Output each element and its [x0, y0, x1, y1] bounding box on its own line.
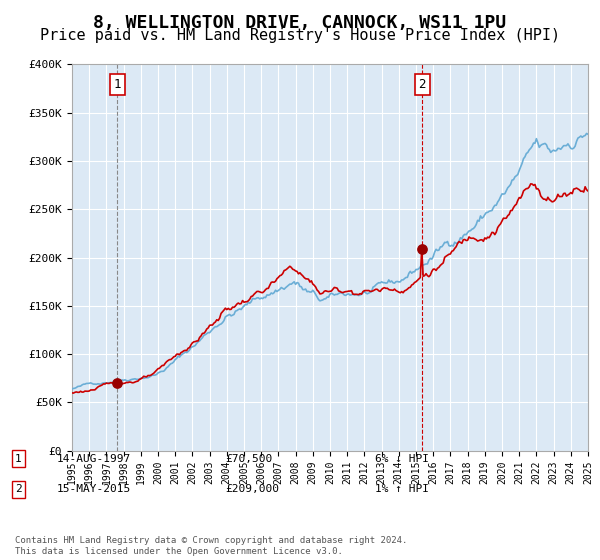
Text: £70,500: £70,500: [225, 454, 272, 464]
Text: 2: 2: [419, 78, 426, 91]
Text: Contains HM Land Registry data © Crown copyright and database right 2024.
This d: Contains HM Land Registry data © Crown c…: [15, 536, 407, 556]
Text: 8, WELLINGTON DRIVE, CANNOCK, WS11 1PU: 8, WELLINGTON DRIVE, CANNOCK, WS11 1PU: [94, 14, 506, 32]
Text: 1: 1: [113, 78, 121, 91]
Text: 1: 1: [15, 454, 22, 464]
Text: Price paid vs. HM Land Registry's House Price Index (HPI): Price paid vs. HM Land Registry's House …: [40, 28, 560, 43]
Text: 1% ↑ HPI: 1% ↑ HPI: [375, 484, 429, 494]
Text: 14-AUG-1997: 14-AUG-1997: [57, 454, 131, 464]
Text: £209,000: £209,000: [225, 484, 279, 494]
Text: 2: 2: [15, 484, 22, 494]
Text: 6% ↓ HPI: 6% ↓ HPI: [375, 454, 429, 464]
Text: 15-MAY-2015: 15-MAY-2015: [57, 484, 131, 494]
Point: [418, 244, 427, 253]
Point: [112, 378, 122, 387]
